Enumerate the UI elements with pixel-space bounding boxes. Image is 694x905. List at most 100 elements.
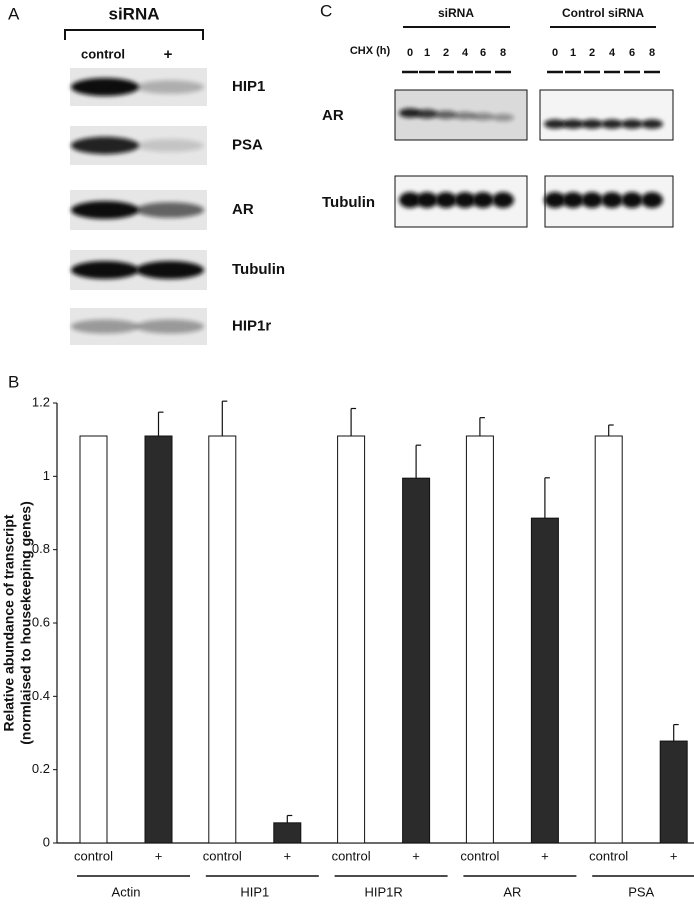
- blot-band: [416, 192, 438, 208]
- time-label: 6: [629, 47, 635, 59]
- time-label: 2: [443, 47, 449, 59]
- blot-box: [539, 89, 674, 141]
- blot-label: AR: [232, 201, 254, 218]
- panel-label: B: [8, 372, 19, 391]
- blot-band: [435, 110, 457, 120]
- blot-band: [71, 78, 139, 96]
- blot-band: [71, 319, 139, 334]
- time-label: 4: [609, 47, 616, 59]
- time-label: 8: [500, 47, 506, 59]
- blot-band: [581, 192, 603, 208]
- y-tick-label: 0: [43, 834, 50, 849]
- y-tick-label: 1.2: [32, 394, 50, 409]
- blot-band: [492, 113, 514, 122]
- bar-label: control: [203, 848, 242, 863]
- bar-label: control: [74, 848, 113, 863]
- blot-band: [454, 111, 476, 120]
- blot-images: [70, 68, 674, 345]
- bar-label: +: [670, 848, 678, 863]
- time-label: 1: [570, 47, 576, 59]
- blot-band: [621, 192, 643, 208]
- lane-label: control: [81, 46, 125, 61]
- blot-band: [492, 192, 514, 208]
- treatment-label: siRNA: [108, 4, 159, 23]
- blot-label: HIP1r: [232, 317, 271, 334]
- y-axis-label: Relative abundance of transcript: [1, 514, 17, 731]
- x-tick-label: AR: [503, 884, 521, 899]
- blot-band: [136, 139, 204, 152]
- blot-label: HIP1: [232, 78, 265, 95]
- panel-label: C: [320, 1, 332, 20]
- bar: [465, 435, 494, 844]
- panel-label: A: [8, 4, 20, 23]
- time-label: 0: [407, 47, 413, 59]
- blot-band: [399, 108, 421, 118]
- blot-band: [136, 80, 204, 94]
- blot-band: [641, 119, 663, 129]
- bar: [79, 435, 108, 844]
- time-label: 1: [424, 47, 430, 59]
- group-label: siRNA: [438, 6, 474, 20]
- x-tick-label: Actin: [112, 884, 141, 899]
- x-tick-label: PSA: [628, 884, 654, 899]
- bar-label: +: [155, 848, 163, 863]
- bracket: [64, 29, 204, 40]
- bar-label: control: [332, 848, 371, 863]
- bar: [337, 435, 366, 844]
- time-label: 6: [480, 47, 486, 59]
- y-tick-label: 0.2: [32, 761, 50, 776]
- bar: [144, 435, 173, 844]
- blot-band: [621, 119, 643, 129]
- blot-band: [399, 192, 421, 208]
- time-label: 8: [649, 47, 655, 59]
- bar: [594, 435, 623, 844]
- blot-band: [71, 136, 139, 155]
- lane-label: +: [164, 46, 173, 63]
- bar-label: control: [589, 848, 628, 863]
- blot-band: [601, 192, 623, 208]
- y-axis-label: (normlaised to housekeeping genes): [18, 501, 34, 745]
- y-tick-label: 0.8: [32, 541, 50, 556]
- blot-band: [562, 119, 584, 129]
- time-label: 4: [462, 47, 469, 59]
- time-label: 2: [589, 47, 595, 59]
- bar: [530, 517, 559, 844]
- group-label: Control siRNA: [562, 6, 644, 20]
- blot-band: [435, 192, 457, 208]
- blot-label: PSA: [232, 136, 263, 153]
- blot-band: [581, 119, 603, 129]
- blot-label: AR: [322, 107, 344, 124]
- blot-band: [562, 192, 584, 208]
- bar-label: +: [541, 848, 549, 863]
- time-label: 0: [552, 47, 558, 59]
- blot-band: [136, 202, 204, 218]
- bar: [402, 477, 431, 844]
- x-tick-label: HIP1: [240, 884, 269, 899]
- blot-label: Tubulin: [232, 261, 285, 278]
- blot-band: [71, 261, 139, 279]
- blot-band: [454, 192, 476, 208]
- blot-band: [416, 109, 438, 119]
- time-axis-label: CHX (h): [350, 45, 391, 57]
- blot-band: [601, 119, 623, 129]
- blot-label: Tubulin: [322, 194, 375, 211]
- y-tick-label: 0.6: [32, 614, 50, 629]
- bar: [208, 435, 237, 844]
- bar-label: +: [284, 848, 292, 863]
- blot-band: [544, 192, 566, 208]
- y-tick-label: 0.4: [32, 688, 50, 703]
- blot-band: [544, 119, 566, 129]
- blot-band: [136, 319, 204, 334]
- blot-band: [472, 112, 494, 121]
- bar: [659, 740, 688, 844]
- blot-band: [472, 192, 494, 208]
- blot-band: [136, 261, 204, 279]
- x-tick-label: HIP1R: [364, 884, 402, 899]
- bar-label: control: [460, 848, 499, 863]
- blot-band: [71, 201, 139, 219]
- blot-band: [641, 192, 663, 208]
- bar-label: +: [412, 848, 420, 863]
- bar: [273, 822, 302, 844]
